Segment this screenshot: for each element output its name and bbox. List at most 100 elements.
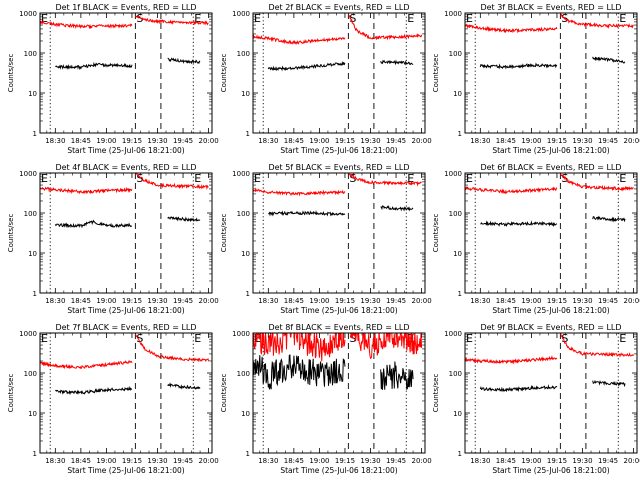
x-axis-label: Start Time (25-Jul-06 18:21:00) bbox=[67, 146, 184, 155]
panel-7: Det 7f BLACK = Events, RED = LLD Counts/s… bbox=[7, 323, 219, 475]
x-tick-label: 18:30 bbox=[45, 297, 65, 305]
x-tick-label: 20:00 bbox=[199, 137, 219, 145]
lld-series-line bbox=[253, 34, 346, 46]
y-tick-label: 100 bbox=[24, 210, 37, 218]
y-tick-label: 1000 bbox=[19, 170, 37, 178]
x-tick-label: 18:45 bbox=[284, 297, 304, 305]
plot-frame bbox=[39, 172, 213, 294]
events-series-line bbox=[480, 220, 558, 228]
lld-series-line bbox=[40, 20, 133, 30]
x-tick-label: 20:00 bbox=[199, 297, 219, 305]
events-series-line bbox=[380, 205, 414, 212]
marker-label: E bbox=[619, 12, 626, 25]
y-tick-label: 10 bbox=[28, 410, 37, 418]
y-tick-label: 1 bbox=[458, 290, 462, 298]
x-tick-label: 18:30 bbox=[470, 297, 490, 305]
panel-title: Det 9f BLACK = Events, RED = LLD bbox=[480, 323, 621, 332]
plot-frame bbox=[464, 332, 638, 454]
y-tick-label: 10 bbox=[28, 90, 37, 98]
x-tick-label: 20:00 bbox=[199, 457, 219, 465]
x-tick-label: 19:30 bbox=[572, 137, 592, 145]
panel-title: Det 2f BLACK = Events, RED = LLD bbox=[268, 3, 409, 12]
panel-title: Det 5f BLACK = Events, RED = LLD bbox=[268, 163, 409, 172]
y-tick-label: 1000 bbox=[232, 170, 250, 178]
panel-6: Det 6f BLACK = Events, RED = LLD Counts/s… bbox=[432, 163, 640, 315]
x-tick-label: 19:45 bbox=[386, 457, 406, 465]
x-tick-label: 19:15 bbox=[547, 457, 567, 465]
y-tick-label: 1000 bbox=[232, 10, 250, 18]
y-tick-label: 1 bbox=[246, 290, 250, 298]
events-series-line bbox=[592, 379, 626, 388]
y-tick-label: 1000 bbox=[444, 10, 462, 18]
y-axis-label: Counts/sec bbox=[220, 214, 228, 253]
x-axis-label: Start Time (25-Jul-06 18:21:00) bbox=[492, 146, 609, 155]
x-axis-label: Start Time (25-Jul-06 18:21:00) bbox=[280, 306, 397, 315]
y-tick-label: 1000 bbox=[444, 170, 462, 178]
y-tick-label: 10 bbox=[453, 90, 462, 98]
lld-series-line bbox=[347, 14, 423, 41]
marker-label: E bbox=[41, 172, 48, 185]
lld-series-line bbox=[559, 13, 634, 29]
y-tick-label: 1 bbox=[246, 450, 250, 458]
x-tick-label: 18:45 bbox=[71, 457, 91, 465]
x-tick-label: 20:00 bbox=[624, 297, 640, 305]
plot-frame bbox=[464, 172, 638, 294]
y-axis-label: Counts/sec bbox=[220, 54, 228, 93]
events-series-line bbox=[380, 59, 414, 66]
y-tick-label: 100 bbox=[237, 210, 250, 218]
x-tick-label: 19:00 bbox=[96, 297, 116, 305]
x-tick-label: 18:45 bbox=[496, 457, 516, 465]
marker-label: E bbox=[254, 12, 261, 25]
y-tick-label: 100 bbox=[24, 370, 37, 378]
events-series-line bbox=[167, 216, 201, 223]
y-tick-label: 1000 bbox=[19, 10, 37, 18]
x-tick-label: 18:30 bbox=[470, 457, 490, 465]
x-axis-label: Start Time (25-Jul-06 18:21:00) bbox=[280, 146, 397, 155]
marker-label: E bbox=[407, 172, 414, 185]
x-tick-label: 19:15 bbox=[547, 297, 567, 305]
x-tick-label: 19:15 bbox=[122, 297, 142, 305]
plot-frame bbox=[252, 332, 426, 454]
y-tick-label: 10 bbox=[28, 250, 37, 258]
lld-series-line bbox=[134, 333, 210, 363]
events-series-line bbox=[167, 57, 201, 65]
panel-title: Det 8f BLACK = Events, RED = LLD bbox=[268, 323, 409, 332]
y-axis-label: Counts/sec bbox=[7, 374, 15, 413]
marker-label: E bbox=[619, 332, 626, 345]
x-tick-label: 19:15 bbox=[122, 457, 142, 465]
y-axis-label: Counts/sec bbox=[7, 54, 15, 93]
x-tick-label: 18:45 bbox=[496, 137, 516, 145]
x-tick-label: 20:00 bbox=[412, 457, 432, 465]
lld-series-line bbox=[347, 173, 422, 187]
x-tick-label: 19:00 bbox=[521, 297, 541, 305]
x-axis-label: Start Time (25-Jul-06 18:21:00) bbox=[280, 466, 397, 475]
x-axis-label: Start Time (25-Jul-06 18:21:00) bbox=[67, 466, 184, 475]
y-tick-label: 100 bbox=[449, 370, 462, 378]
x-tick-label: 19:00 bbox=[309, 457, 329, 465]
marker-label: S bbox=[136, 332, 143, 345]
x-tick-label: 18:30 bbox=[45, 457, 65, 465]
events-series-line bbox=[592, 56, 626, 64]
events-series-line bbox=[479, 62, 558, 70]
x-tick-label: 19:15 bbox=[335, 297, 355, 305]
x-tick-label: 18:30 bbox=[45, 137, 65, 145]
y-tick-label: 100 bbox=[449, 210, 462, 218]
panel-title: Det 3f BLACK = Events, RED = LLD bbox=[480, 3, 621, 12]
x-tick-label: 19:45 bbox=[173, 297, 193, 305]
x-tick-label: 19:00 bbox=[96, 457, 116, 465]
x-tick-label: 19:15 bbox=[547, 137, 567, 145]
y-tick-label: 1 bbox=[33, 450, 37, 458]
x-tick-label: 19:15 bbox=[122, 137, 142, 145]
events-series-line bbox=[54, 219, 133, 229]
marker-label: E bbox=[194, 172, 201, 185]
panel-2: Det 2f BLACK = Events, RED = LLD Counts/s… bbox=[220, 3, 432, 155]
panel-3: Det 3f BLACK = Events, RED = LLD Counts/s… bbox=[432, 3, 640, 155]
x-axis-label: Start Time (25-Jul-06 18:21:00) bbox=[492, 466, 609, 475]
plot-frame bbox=[252, 172, 426, 294]
y-axis-label: Counts/sec bbox=[7, 214, 15, 253]
lld-series-line bbox=[253, 187, 346, 197]
marker-label: S bbox=[561, 172, 568, 185]
x-tick-label: 19:00 bbox=[521, 137, 541, 145]
marker-label: E bbox=[619, 172, 626, 185]
x-tick-label: 19:30 bbox=[360, 457, 380, 465]
